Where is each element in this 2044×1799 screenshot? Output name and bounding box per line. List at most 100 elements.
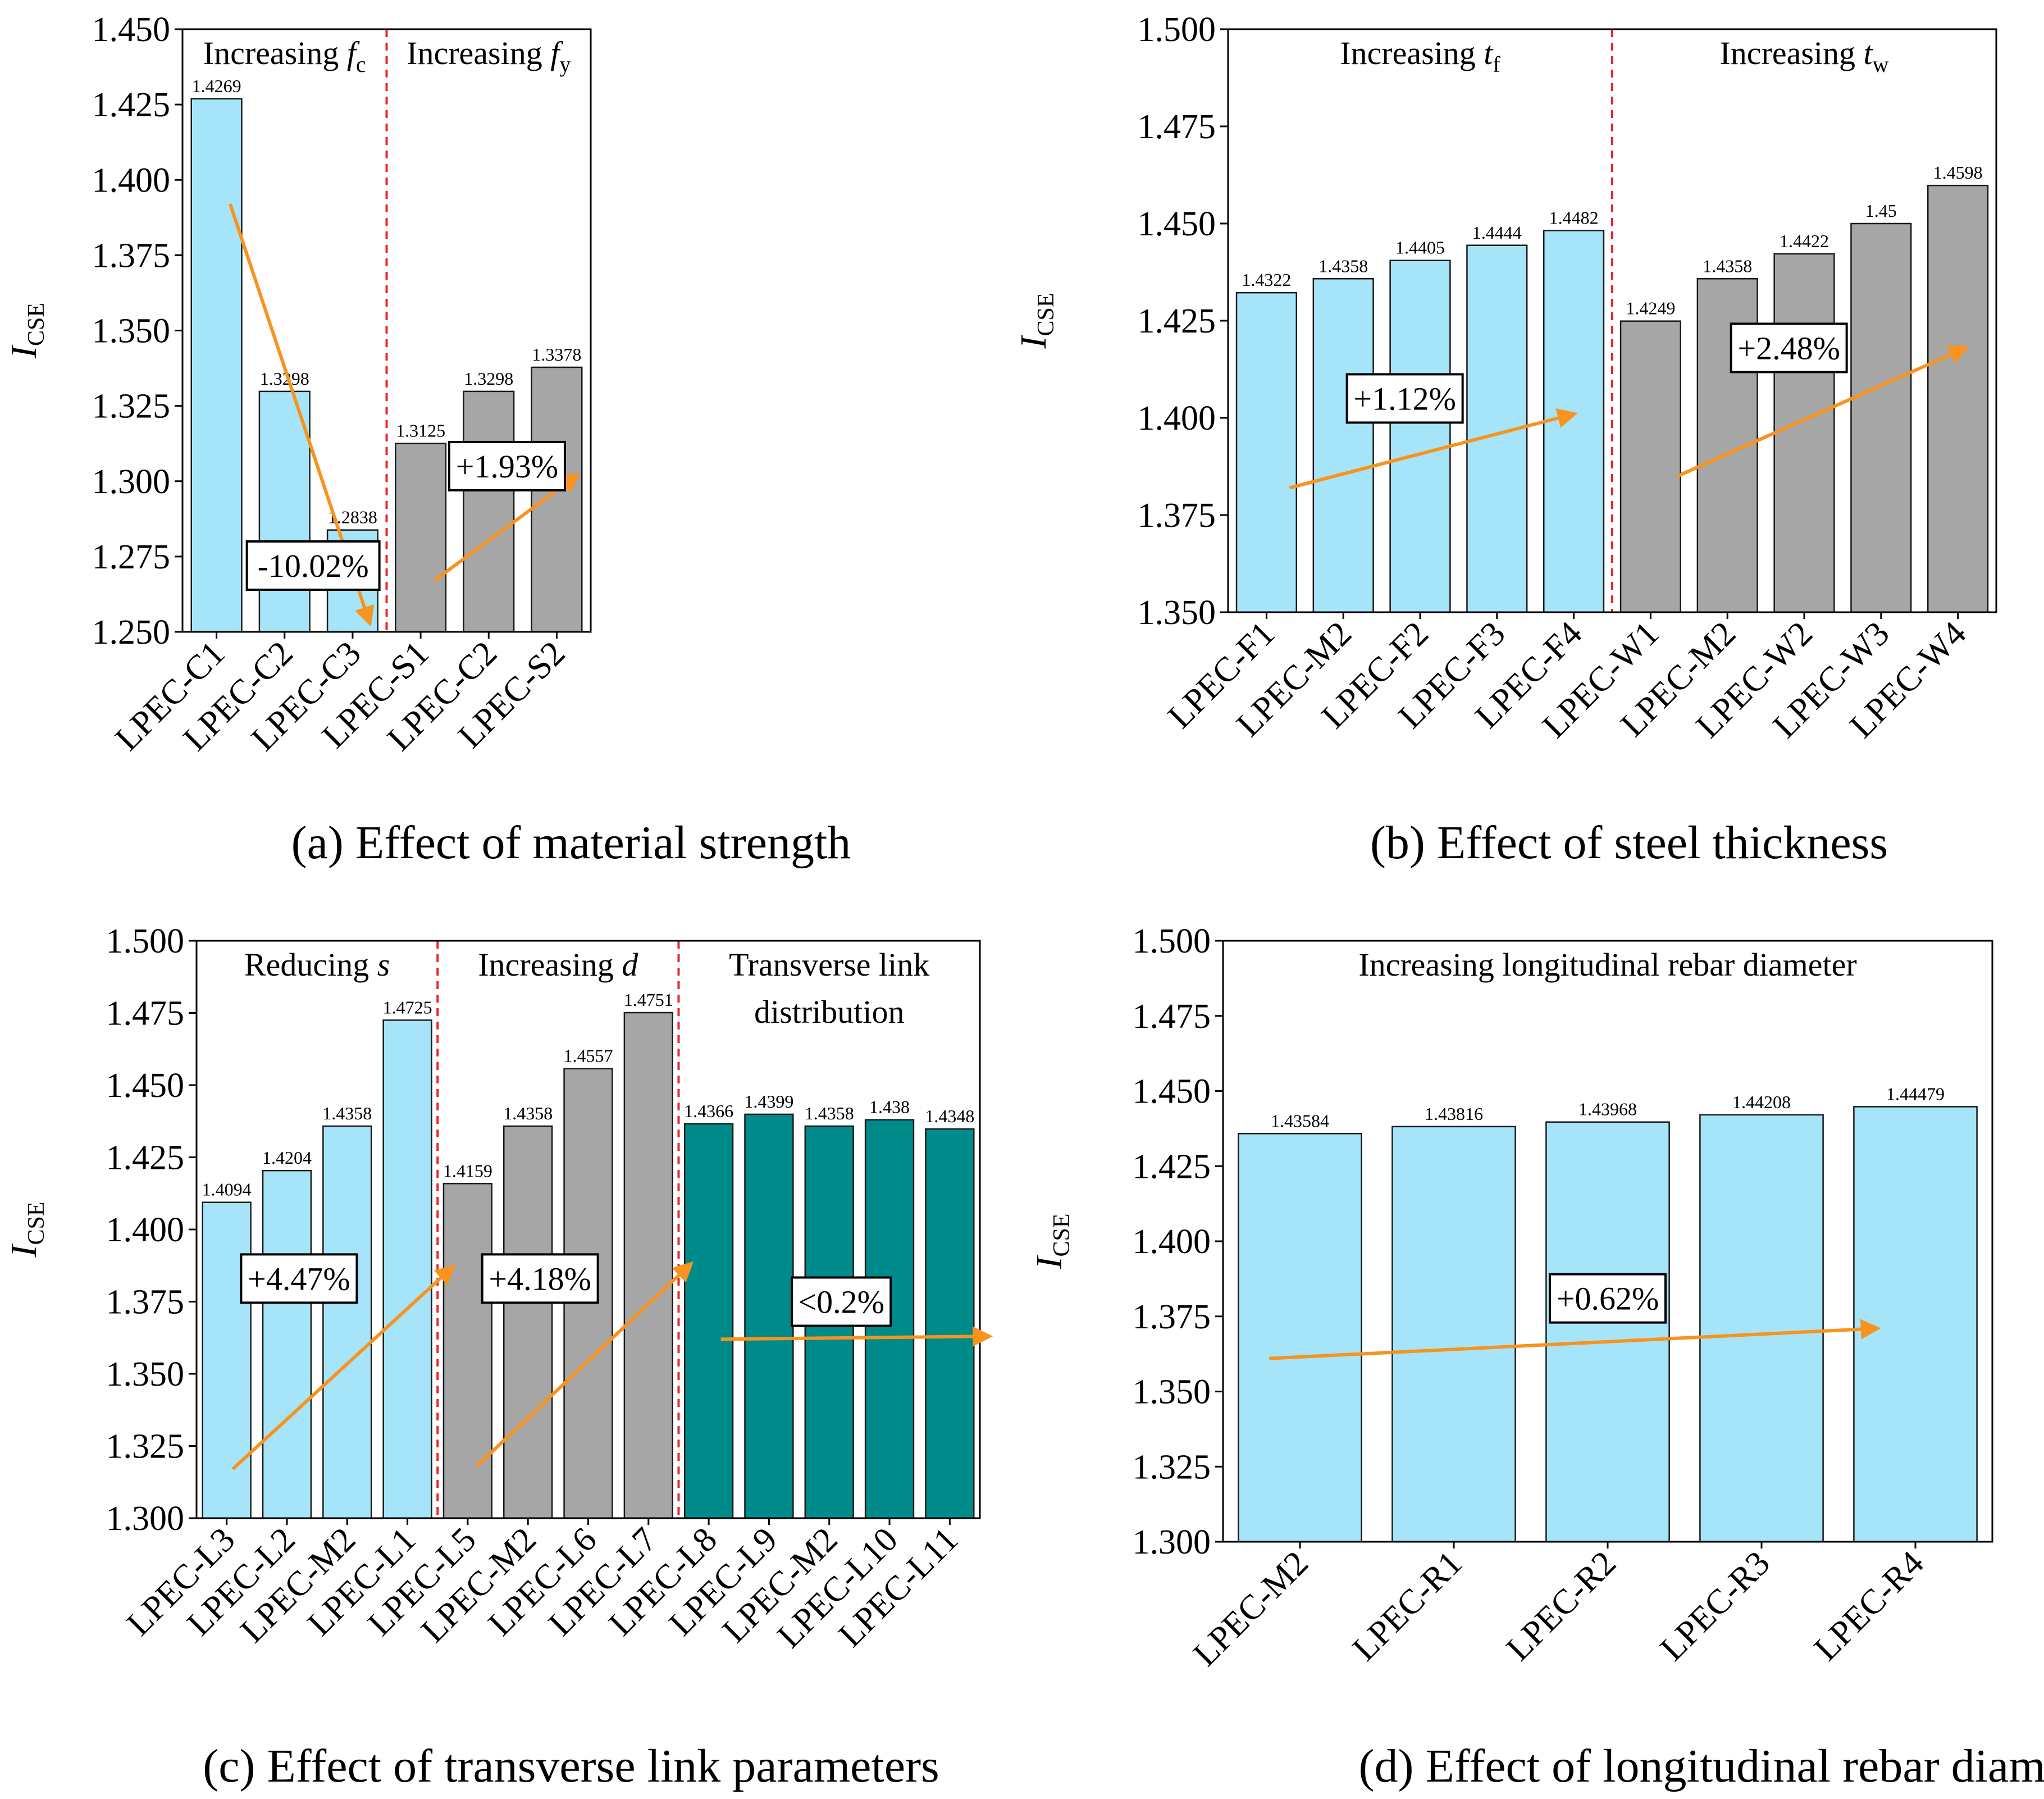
bar-c-12	[925, 1128, 975, 1519]
section-header-d-0: Increasing longitudinal rebar diameter	[1358, 946, 1856, 983]
section-header-b-0: Increasing tf	[1340, 35, 1500, 77]
ytick-label-a-3: 1.325	[92, 388, 171, 426]
bar-a-5	[531, 366, 583, 633]
bar-b-7	[1773, 253, 1835, 613]
bar-c-1	[262, 1169, 312, 1519]
value-label-c-7: 1.4751	[624, 990, 673, 1010]
value-label-c-1: 1.4204	[262, 1147, 312, 1168]
section-header-a-0: Increasing fc	[203, 35, 366, 77]
value-label-b-1: 1.4358	[1318, 256, 1368, 276]
value-label-c-12: 1.4348	[925, 1106, 974, 1126]
ytick-label-c-1: 1.325	[106, 1428, 185, 1466]
ytick-label-d-1: 1.325	[1133, 1448, 1211, 1486]
caption-c: (c) Effect of transverse link parameters	[203, 1740, 939, 1792]
category-label-d-0: LPEC-M2	[1186, 1544, 1316, 1674]
y-axis-sub-d: CSE	[1049, 1213, 1075, 1256]
bar-c-8	[683, 1123, 734, 1519]
value-label-b-9: 1.4598	[1933, 162, 1983, 183]
caption-d: (d) Effect of longitudinal rebar diamete…	[1359, 1740, 2044, 1792]
ytick-label-c-3: 1.375	[106, 1283, 185, 1322]
value-label-d-1: 1.43816	[1425, 1104, 1483, 1124]
trend-label-c-2: <0.2%	[798, 1284, 884, 1320]
value-label-c-2: 1.4358	[322, 1103, 372, 1123]
y-axis-var-d: I	[1029, 1255, 1070, 1270]
y-axis-sub-c: CSE	[24, 1201, 49, 1245]
trend-arrow-c-0	[231, 1264, 456, 1470]
value-label-b-8: 1.45	[1865, 201, 1897, 221]
bar-d-0	[1238, 1133, 1362, 1543]
trend-label-a-1: +1.93%	[456, 448, 559, 485]
value-label-c-6: 1.4557	[564, 1046, 613, 1066]
value-label-b-5: 1.4249	[1626, 298, 1675, 318]
bar-a-4	[463, 390, 515, 633]
section-header-line2-c-2: distribution	[754, 994, 904, 1030]
ytick-label-b-3: 1.425	[1138, 302, 1216, 340]
ytick-label-a-2: 1.300	[92, 463, 171, 501]
section-header-c-2: Transverse link	[729, 946, 929, 983]
y-axis-sub-a: CSE	[24, 303, 49, 346]
ytick-label-c-8: 1.500	[106, 922, 185, 960]
bar-c-2	[322, 1125, 372, 1519]
trend-box-d-0	[1549, 1273, 1667, 1324]
trend-arrow-c-2	[720, 1326, 993, 1347]
bar-c-4	[442, 1183, 493, 1519]
bar-d-4	[1853, 1106, 1978, 1543]
trend-box-a-0	[245, 540, 381, 591]
section-header-c-1: Increasing d	[478, 946, 638, 983]
ytick-label-b-4: 1.450	[1138, 205, 1216, 243]
value-label-b-7: 1.4422	[1780, 231, 1829, 251]
value-label-b-3: 1.4444	[1472, 222, 1522, 243]
category-label-d-2: LPEC-R2	[1499, 1544, 1623, 1668]
y-axis-label-b: ICSE	[1013, 293, 1059, 349]
ytick-label-d-3: 1.375	[1133, 1298, 1211, 1336]
ytick-label-d-8: 1.500	[1133, 922, 1211, 960]
bar-c-5	[503, 1125, 553, 1519]
trend-label-b-1: +2.48%	[1737, 330, 1840, 366]
bar-b-8	[1850, 222, 1912, 613]
trend-box-b-1	[1730, 322, 1848, 374]
value-label-a-3: 1.3125	[396, 421, 445, 441]
y-axis-label-d: ICSE	[1029, 1213, 1075, 1269]
bar-a-1	[258, 390, 311, 633]
caption-b: (b) Effect of steel thickness	[1370, 817, 1888, 869]
bar-c-7	[623, 1012, 673, 1519]
trend-arrow-a-1	[433, 472, 581, 582]
y-axis-label-c: ICSE	[3, 1201, 49, 1258]
bar-b-0	[1235, 292, 1298, 613]
section-header-b-1: Increasing tw	[1719, 35, 1888, 77]
panel-c-transverse-link: 1.4094 1.4204 1.4358 1.4725 1.4159 1.4358 1.45…	[3, 922, 993, 1655]
category-label-d-4: LPEC-R4	[1807, 1544, 1931, 1668]
trend-arrow-c-1	[475, 1261, 694, 1468]
value-label-d-4: 1.44479	[1886, 1083, 1945, 1104]
ytick-label-c-7: 1.475	[106, 995, 185, 1033]
value-label-c-11: 1.438	[869, 1097, 910, 1117]
value-label-c-8: 1.4366	[684, 1101, 733, 1121]
trend-label-b-0: +1.12%	[1353, 380, 1456, 417]
bar-c-3	[382, 1019, 432, 1519]
bar-d-2	[1545, 1121, 1670, 1543]
value-label-b-2: 1.4405	[1395, 238, 1445, 258]
y-axis-var-b: I	[1013, 335, 1054, 349]
ytick-label-d-5: 1.425	[1133, 1147, 1211, 1186]
bar-c-9	[744, 1113, 794, 1519]
trend-label-d-0: +0.62%	[1557, 1281, 1659, 1317]
trend-arrow-b-0	[1289, 408, 1578, 490]
value-label-a-0: 1.4269	[192, 76, 241, 96]
bar-b-9	[1927, 184, 1989, 613]
ytick-label-b-6: 1.500	[1138, 11, 1216, 49]
bar-a-3	[395, 443, 447, 633]
ytick-label-b-5: 1.475	[1138, 108, 1216, 146]
panel-b-steel-thickness: 1.4322 1.4358 1.4405 1.4444 1.4482 1.4249 1.43…	[1013, 11, 1997, 745]
bar-d-1	[1391, 1126, 1516, 1543]
category-label-d-1: LPEC-R1	[1345, 1544, 1470, 1668]
bar-b-1	[1312, 278, 1374, 613]
bar-b-5	[1619, 320, 1682, 613]
section-header-c-0: Reducing s	[244, 946, 390, 983]
ytick-label-c-2: 1.350	[106, 1355, 185, 1393]
trend-box-b-0	[1345, 373, 1464, 424]
value-label-c-5: 1.4358	[503, 1103, 553, 1123]
ytick-label-a-0: 1.250	[92, 613, 171, 652]
value-label-c-10: 1.4358	[805, 1103, 854, 1123]
y-axis-sub-b: CSE	[1033, 293, 1059, 336]
